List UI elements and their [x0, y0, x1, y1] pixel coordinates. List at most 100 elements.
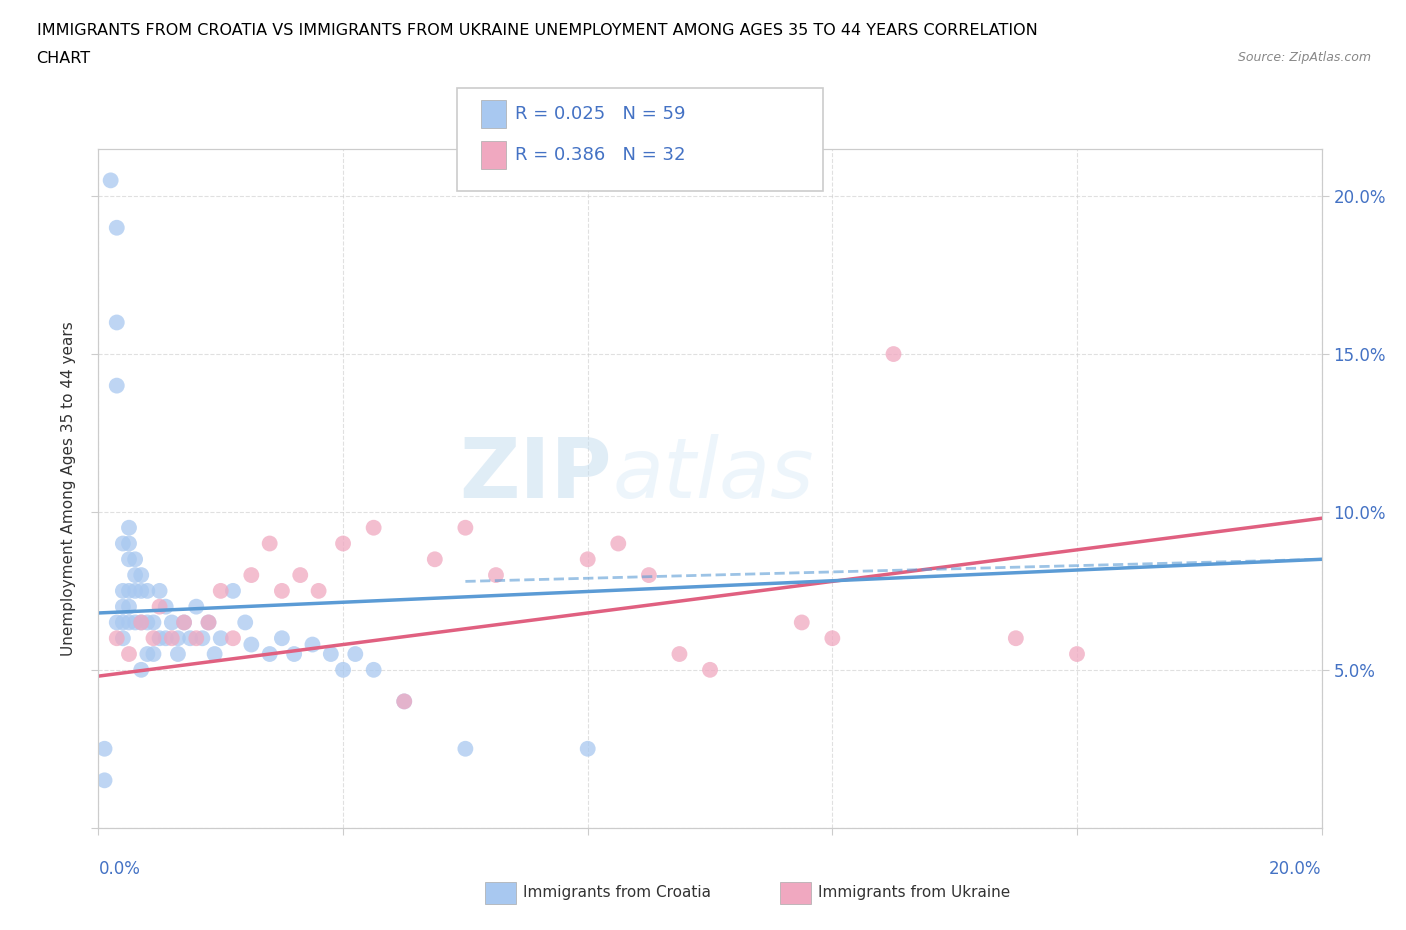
Point [93, 741, 115, 756]
Point [1004, 631, 1026, 645]
Point [118, 599, 141, 614]
Text: 20.0%: 20.0% [1270, 860, 1322, 878]
Point [179, 631, 201, 645]
Point [136, 583, 159, 598]
Point [149, 583, 172, 598]
Point [270, 631, 292, 645]
Point [124, 567, 146, 582]
Point [790, 615, 813, 630]
Point [454, 520, 477, 535]
Point [118, 536, 141, 551]
Point [149, 631, 172, 645]
Point [308, 583, 330, 598]
Point [699, 662, 721, 677]
Point [270, 583, 292, 598]
Point [363, 662, 385, 677]
Point [173, 615, 195, 630]
Point [105, 631, 128, 645]
Text: 0.0%: 0.0% [98, 860, 141, 878]
Point [142, 631, 165, 645]
Point [233, 615, 256, 630]
Point [363, 520, 385, 535]
Point [160, 615, 183, 630]
Point [155, 599, 177, 614]
Point [240, 567, 263, 582]
Point [111, 599, 134, 614]
Point [821, 631, 844, 645]
Point [668, 646, 690, 661]
Point [105, 379, 128, 393]
Point [129, 662, 152, 677]
Point [637, 567, 661, 582]
Point [129, 583, 152, 598]
Point [100, 173, 122, 188]
Point [197, 615, 219, 630]
Point [576, 551, 599, 566]
Point [160, 631, 183, 645]
Point [149, 599, 172, 614]
Point [186, 599, 208, 614]
Point [607, 536, 630, 551]
Point [93, 773, 115, 788]
Point [576, 741, 599, 756]
Point [111, 615, 134, 630]
Point [105, 315, 128, 330]
Text: CHART: CHART [37, 51, 90, 66]
Point [344, 646, 367, 661]
Point [319, 646, 342, 661]
Text: ZIP: ZIP [460, 434, 612, 515]
Text: IMMIGRANTS FROM CROATIA VS IMMIGRANTS FROM UKRAINE UNEMPLOYMENT AMONG AGES 35 TO: IMMIGRANTS FROM CROATIA VS IMMIGRANTS FR… [37, 23, 1038, 38]
Point [136, 615, 159, 630]
Point [155, 631, 177, 645]
Point [191, 631, 214, 645]
Point [142, 615, 165, 630]
Text: R = 0.025   N = 59: R = 0.025 N = 59 [515, 105, 685, 124]
Point [118, 520, 141, 535]
Point [111, 536, 134, 551]
Point [118, 615, 141, 630]
Point [118, 583, 141, 598]
Point [209, 631, 232, 645]
Point [222, 631, 245, 645]
Point [129, 615, 152, 630]
Point [222, 583, 245, 598]
Point [129, 615, 152, 630]
Y-axis label: Unemployment Among Ages 35 to 44 years: Unemployment Among Ages 35 to 44 years [60, 321, 76, 656]
Point [124, 583, 146, 598]
Point [173, 615, 195, 630]
Point [259, 536, 281, 551]
Point [423, 551, 446, 566]
Point [392, 694, 416, 709]
Point [111, 631, 134, 645]
Point [301, 637, 323, 652]
Text: Immigrants from Croatia: Immigrants from Croatia [523, 885, 711, 900]
Text: Immigrants from Ukraine: Immigrants from Ukraine [818, 885, 1011, 900]
Point [392, 694, 416, 709]
Point [204, 646, 226, 661]
Point [186, 631, 208, 645]
Point [454, 741, 477, 756]
Point [332, 536, 354, 551]
Point [332, 662, 354, 677]
Point [136, 646, 159, 661]
Point [240, 637, 263, 652]
Point [167, 646, 190, 661]
Point [167, 631, 190, 645]
Point [118, 551, 141, 566]
Point [124, 615, 146, 630]
Point [883, 347, 905, 362]
Point [259, 646, 281, 661]
Point [124, 551, 146, 566]
Text: atlas: atlas [612, 434, 814, 515]
Point [129, 567, 152, 582]
Point [197, 615, 219, 630]
Point [283, 646, 305, 661]
Point [142, 646, 165, 661]
Point [111, 583, 134, 598]
Point [105, 615, 128, 630]
Point [118, 646, 141, 661]
Text: R = 0.386   N = 32: R = 0.386 N = 32 [515, 146, 685, 165]
Point [209, 583, 232, 598]
Point [290, 567, 312, 582]
Point [1066, 646, 1088, 661]
